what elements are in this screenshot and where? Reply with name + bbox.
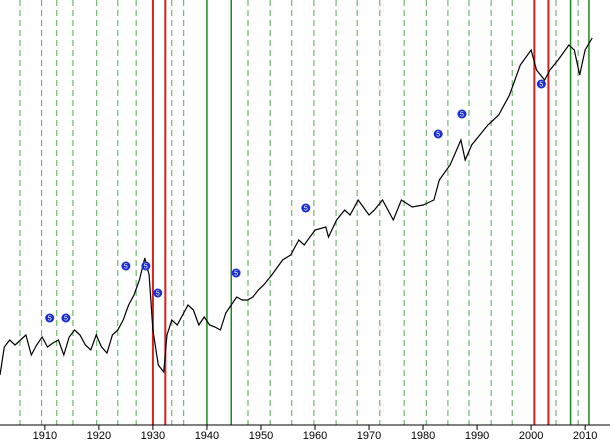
marker	[61, 313, 71, 323]
marker-label: 5	[234, 270, 238, 277]
marker-label: 5	[156, 290, 160, 297]
x-tick-label: 2010	[573, 430, 597, 442]
marker-label: 5	[64, 315, 68, 322]
marker-label: 5	[144, 263, 148, 270]
marker-label: 5	[304, 205, 308, 212]
marker	[301, 203, 311, 213]
marker	[433, 129, 443, 139]
x-tick-label: 1950	[249, 430, 273, 442]
marker-label: 5	[436, 131, 440, 138]
marker	[231, 268, 241, 278]
x-tick-label: 1940	[195, 430, 219, 442]
x-tick-label: 1910	[33, 430, 57, 442]
x-tick-label: 1920	[87, 430, 111, 442]
x-tick-label: 1960	[303, 430, 327, 442]
marker	[141, 261, 151, 271]
price-line	[0, 37, 593, 376]
marker-label: 5	[124, 263, 128, 270]
marker	[121, 261, 131, 271]
marker-label: 5	[539, 81, 543, 88]
x-tick-label: 1930	[141, 430, 165, 442]
marker	[45, 313, 55, 323]
marker	[457, 109, 467, 119]
marker	[153, 288, 163, 298]
marker-label: 5	[460, 111, 464, 118]
marker	[536, 79, 546, 89]
x-tick-label: 1970	[357, 430, 381, 442]
x-tick-label: 2000	[519, 430, 543, 442]
x-tick-label: 1990	[465, 430, 489, 442]
x-tick-label: 1980	[411, 430, 435, 442]
marker-label: 5	[48, 315, 52, 322]
